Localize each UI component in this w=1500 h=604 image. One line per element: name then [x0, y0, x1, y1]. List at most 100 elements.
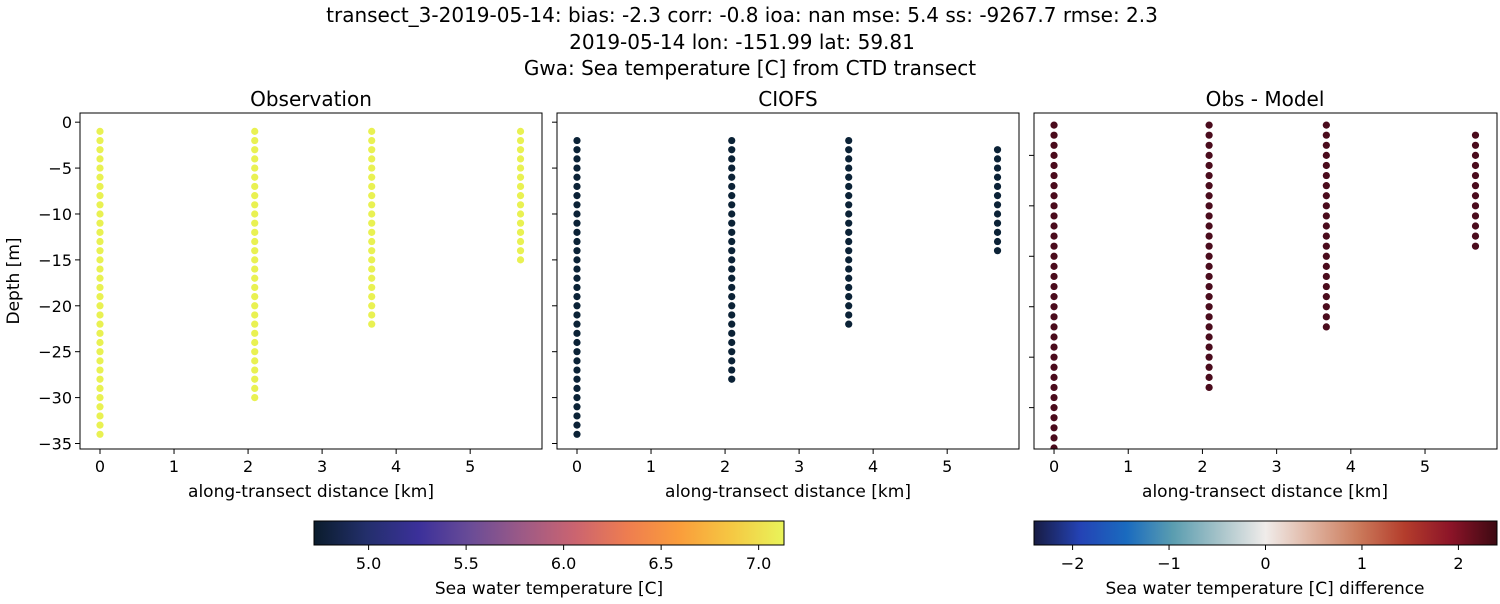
data-point — [845, 283, 853, 292]
data-point — [251, 357, 259, 365]
data-point — [845, 210, 853, 218]
data-point — [1322, 282, 1330, 291]
data-point — [728, 201, 736, 209]
data-point — [845, 237, 853, 246]
data-point — [1050, 393, 1058, 402]
data-point — [1205, 232, 1213, 240]
data-point — [96, 302, 104, 310]
data-point — [96, 265, 104, 273]
panel-title-model: CIOFS — [758, 87, 817, 111]
data-point — [1050, 424, 1058, 432]
data-point — [573, 219, 581, 227]
x-tick-label: 1 — [646, 457, 656, 476]
data-point — [573, 182, 581, 191]
data-point — [516, 182, 525, 191]
data-point — [1050, 272, 1058, 281]
data-point — [728, 366, 736, 374]
data-point — [573, 192, 581, 200]
data-point — [1050, 434, 1058, 442]
data-point — [1205, 182, 1213, 190]
data-point — [368, 320, 376, 328]
data-point — [845, 164, 853, 172]
data-point — [96, 393, 104, 402]
data-point — [516, 247, 525, 255]
data-point — [251, 393, 259, 402]
data-point — [1205, 323, 1213, 331]
data-point — [1471, 171, 1480, 180]
data-point — [728, 164, 736, 172]
data-point — [573, 210, 581, 218]
data-point — [516, 228, 525, 236]
data-point — [1322, 272, 1330, 281]
data-point — [251, 302, 259, 310]
data-point — [1050, 252, 1058, 260]
colorbar — [313, 520, 785, 546]
data-point — [573, 329, 581, 337]
x-tick-label: 5 — [1420, 457, 1430, 476]
data-point — [993, 146, 1002, 154]
data-point — [1322, 212, 1330, 220]
data-point — [728, 375, 736, 383]
data-point — [96, 146, 104, 154]
data-point — [1471, 222, 1480, 230]
data-point — [368, 182, 376, 191]
data-point — [251, 127, 259, 135]
x-tick-label: 4 — [391, 457, 401, 476]
data-point — [368, 293, 376, 301]
data-point — [1205, 252, 1213, 260]
data-point — [845, 274, 853, 282]
data-point — [728, 210, 736, 218]
data-point — [1205, 222, 1213, 230]
data-point — [251, 375, 259, 383]
data-point — [368, 155, 376, 163]
data-point — [845, 201, 853, 209]
x-axis-label-observation: along-transect distance [km] — [188, 482, 434, 502]
data-point — [728, 320, 736, 328]
data-point — [251, 366, 259, 374]
data-point — [1471, 161, 1480, 170]
data-point — [573, 256, 581, 264]
data-point — [1050, 373, 1058, 381]
data-point — [96, 338, 104, 347]
panel-title-difference: Obs - Model — [1206, 87, 1325, 111]
scatter-points — [573, 136, 1002, 438]
data-point — [368, 219, 376, 227]
data-point — [368, 247, 376, 255]
data-point — [96, 219, 104, 227]
data-point — [516, 201, 525, 209]
data-point — [251, 182, 259, 191]
data-point — [251, 247, 259, 255]
data-point — [516, 164, 525, 172]
data-point — [96, 283, 104, 292]
data-point — [1050, 414, 1058, 422]
data-point — [96, 182, 104, 191]
data-point — [728, 219, 736, 227]
y-tick-label: −15 — [38, 251, 72, 270]
data-point — [251, 283, 259, 292]
data-point — [96, 366, 104, 374]
data-point — [1050, 343, 1058, 351]
data-point — [368, 201, 376, 209]
x-tick-label: 3 — [1272, 457, 1282, 476]
data-point — [993, 164, 1002, 172]
data-point — [96, 210, 104, 218]
data-point — [1050, 404, 1058, 412]
data-point — [1050, 363, 1058, 371]
data-point — [993, 155, 1002, 163]
data-point — [1205, 282, 1213, 291]
data-point — [368, 136, 376, 145]
x-tick-label: 3 — [794, 457, 804, 476]
data-point — [1471, 192, 1480, 200]
data-point — [728, 283, 736, 292]
x-tick-label: 4 — [1346, 457, 1356, 476]
data-point — [96, 192, 104, 200]
data-point — [1471, 131, 1480, 139]
data-point — [368, 210, 376, 218]
data-point — [845, 320, 853, 328]
data-point — [96, 375, 104, 383]
data-point — [573, 274, 581, 282]
data-point — [1205, 293, 1213, 301]
axes-frame — [79, 112, 543, 450]
data-point — [573, 173, 581, 181]
